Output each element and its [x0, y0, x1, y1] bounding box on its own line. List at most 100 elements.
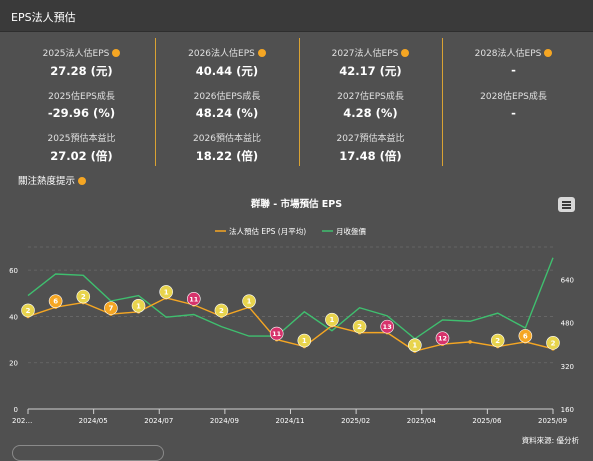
metric-pe: 2025預估本益比 27.02 (倍) [8, 131, 155, 164]
metric-column-2025: 2025法人估EPS 27.28 (元) 2025估EPS成長 -29.96 (… [8, 38, 156, 166]
metric-growth-value: 4.28 (%) [343, 106, 398, 120]
metric-eps-value: 27.28 (元) [50, 64, 113, 78]
metric-eps-label: 2025法人估EPS [42, 49, 110, 59]
heat-marker-label: 6 [53, 298, 58, 306]
heat-marker-label: 2 [551, 339, 556, 347]
metric-column-2026: 2026法人估EPS 40.44 (元) 2026估EPS成長 48.24 (%… [155, 38, 300, 166]
eps-point [468, 340, 472, 344]
chart-title: 群聯 - 市場預估 EPS [250, 199, 343, 210]
metric-eps-label: 2027法人估EPS [331, 49, 399, 59]
heat-marker [546, 336, 560, 350]
heat-marker [214, 303, 229, 318]
y-left-tick-label: 40 [9, 313, 18, 321]
heat-marker-label: 2 [81, 293, 86, 301]
bottom-action-button[interactable] [12, 445, 164, 461]
eps-series-line [27, 297, 554, 352]
panel-header: EPS法人預估 [0, 0, 593, 32]
heat-marker-label: 11 [189, 295, 199, 303]
legend-label-price: 月收盤價 [336, 226, 366, 236]
info-icon[interactable] [257, 48, 266, 57]
price-series-line [27, 257, 554, 340]
heat-marker [380, 319, 395, 334]
info-icon[interactable] [112, 48, 121, 57]
metric-column-2027: 2027法人估EPS 42.17 (元) 2027估EPS成長 4.28 (%)… [299, 38, 443, 166]
legend-label-eps: 法人預估 EPS (月平均) [229, 226, 306, 236]
x-tick-label: 2024/05 [79, 417, 108, 425]
metric-pe-label: 2026預估本益比 [193, 134, 261, 144]
metric-eps: 2026法人估EPS 40.44 (元) [155, 46, 299, 79]
x-tick-label: 2025/04 [407, 417, 437, 425]
heat-marker-label: 1 [136, 302, 141, 310]
metric-eps: 2025法人估EPS 27.28 (元) [8, 46, 155, 79]
metric-eps-label: 2026法人估EPS [188, 49, 255, 59]
heat-marker [76, 289, 91, 304]
y-left-tick-label: 0 [14, 406, 18, 414]
metric-growth: 2027估EPS成長 4.28 (%) [299, 89, 442, 120]
heat-marker-label: 1 [412, 342, 417, 350]
heat-marker-label: 2 [26, 307, 31, 315]
metric-pe-label: 2027預估本益比 [336, 134, 405, 144]
metric-pe-value: 18.22 (倍) [195, 149, 259, 163]
heat-marker-label: 2 [495, 337, 500, 345]
heat-marker-label: 6 [523, 332, 528, 340]
heat-marker [48, 294, 63, 308]
heat-marker-label: 1 [164, 288, 169, 296]
heat-marker-label: 2 [357, 323, 362, 331]
heat-marker-label: 1 [302, 337, 307, 345]
focus-heat-label: 關注熱度提示 [18, 176, 76, 187]
metric-eps: 2027法人估EPS 42.17 (元) [299, 46, 442, 79]
metric-growth-label: 2025估EPS成長 [48, 92, 115, 102]
heat-marker-label: 11 [272, 330, 282, 338]
metric-pe-value: 17.48 (倍) [339, 149, 402, 163]
heat-marker [131, 298, 146, 313]
metric-growth: 2026估EPS成長 48.24 (%) [155, 89, 299, 120]
heat-marker-label: 12 [438, 335, 447, 343]
info-icon[interactable] [544, 48, 553, 57]
x-tick-label: 2024/09 [210, 417, 239, 425]
metric-eps-value: - [511, 63, 516, 77]
metric-growth: 2025估EPS成長 -29.96 (%) [8, 89, 155, 120]
data-source: 資料來源: 優分析 [521, 436, 579, 445]
y-right-tick-label: 320 [561, 363, 574, 371]
heat-marker [490, 333, 505, 348]
heat-marker [242, 294, 256, 308]
y-right-tick-label: 640 [561, 276, 574, 284]
metric-growth-value: 48.24 (%) [195, 106, 259, 120]
x-tick-label: 202… [12, 417, 32, 425]
eps-chart: 法人預估 EPS (月平均) 月收盤價 0 20 40 60 160 320 480 640 202… [9, 226, 574, 425]
heat-marker-label: 1 [247, 298, 252, 306]
heat-marker-label: 2 [219, 307, 224, 315]
metric-pe-value: 27.02 (倍) [50, 149, 113, 163]
heat-marker [186, 292, 201, 306]
metric-pe: 2027預估本益比 17.48 (倍) [299, 131, 442, 164]
heat-marker [518, 329, 533, 343]
metric-eps-value: 42.17 (元) [339, 64, 402, 78]
heat-marker-label: 1 [330, 316, 335, 324]
metric-pe: 2026預估本益比 18.22 (倍) [155, 131, 299, 164]
metric-pe-label: 2025預估本益比 [47, 134, 116, 144]
heat-marker [21, 303, 35, 318]
x-tick-label: 2024/11 [276, 417, 305, 425]
info-icon[interactable] [78, 176, 87, 185]
heat-marker [352, 319, 367, 334]
focus-heat-hint: 關注熱度提示 [18, 173, 87, 187]
metrics-grid: 2025法人估EPS 27.28 (元) 2025估EPS成長 -29.96 (… [0, 38, 593, 168]
heat-marker-label: 7 [108, 305, 113, 313]
metric-growth-label: 2027估EPS成長 [337, 92, 404, 102]
panel-title: EPS法人預估 [11, 11, 76, 24]
metric-eps-label: 2028法人估EPS [474, 49, 542, 59]
x-tick-label: 2025/06 [472, 417, 502, 425]
metric-growth-value: -29.96 (%) [47, 106, 116, 120]
heat-marker [297, 333, 312, 348]
hamburger-menu-icon[interactable] [558, 197, 575, 212]
heat-marker [408, 338, 422, 352]
metric-growth-label: 2028估EPS成長 [480, 92, 547, 102]
metric-growth-label: 2026估EPS成長 [193, 92, 261, 102]
info-icon[interactable] [401, 48, 410, 57]
x-tick-label: 2025/09 [538, 417, 567, 425]
y-left-tick-label: 60 [9, 267, 18, 275]
heat-marker [104, 301, 118, 315]
metric-growth-value: - [511, 106, 516, 120]
metric-column-2028: 2028法人估EPS - 2028估EPS成長 - [442, 38, 585, 166]
metric-growth: 2028估EPS成長 - [442, 89, 585, 120]
